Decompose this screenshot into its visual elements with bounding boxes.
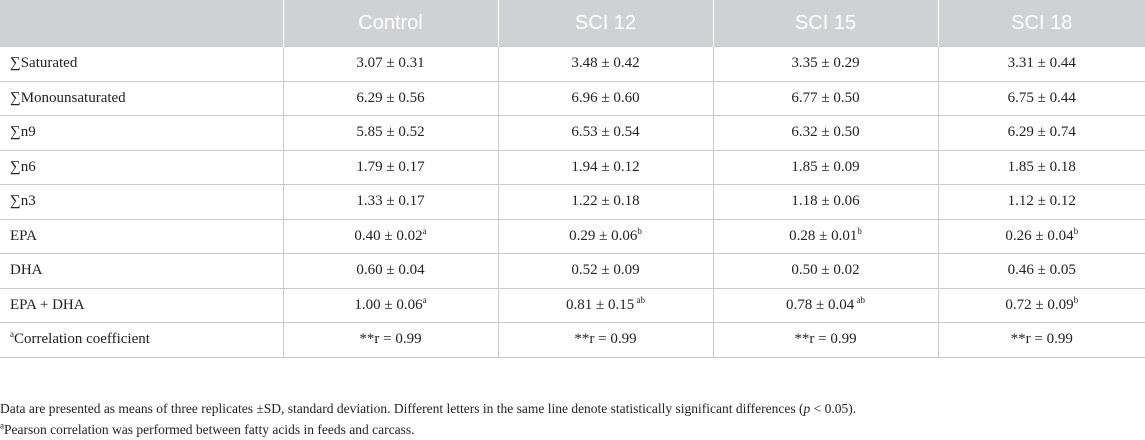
significance-letter: b — [637, 225, 642, 236]
value-cell: 3.31 ± 0.44 — [937, 46, 1145, 81]
footnote-pearson: aPearson correlation was performed betwe… — [0, 420, 415, 437]
value-cell: 1.00 ± 0.06a — [282, 287, 498, 323]
value-cell: 0.52 ± 0.09 — [497, 253, 713, 288]
row-label: ∑n6 — [0, 149, 283, 185]
row-label: ∑Saturated — [0, 46, 283, 81]
row-label: EPA — [0, 218, 283, 254]
header-cell — [0, 0, 283, 47]
significance-letter: b — [1073, 225, 1079, 236]
header-cell: SCI 12 — [497, 0, 713, 47]
row-label: ∑Monounsaturated — [0, 80, 283, 116]
value-cell: 0.78 ± 0.04 ab — [712, 287, 938, 323]
footnote-stats: Data are presented as means of three rep… — [0, 401, 857, 416]
p-value-symbol: p — [803, 401, 811, 416]
row-label: aCorrelation coefficient — [0, 322, 283, 358]
value-cell: 6.53 ± 0.54 — [497, 115, 713, 150]
table-body: ∑Saturated 3.07 ± 0.31 3.48 ± 0.42 3.35 ± 0… — [0, 46, 1145, 358]
header-cell: SCI 18 — [937, 0, 1145, 47]
value-cell: 0.40 ± 0.02a — [282, 218, 498, 254]
table-footnotes: Data are presented as means of three rep… — [0, 398, 1145, 440]
value-cell: **r = 0.99 — [937, 322, 1145, 358]
value-cell: **r = 0.99 — [282, 322, 498, 358]
table-row: ∑Saturated 3.07 ± 0.31 3.48 ± 0.42 3.35 ± 0… — [0, 46, 1145, 81]
header-cell: Control — [282, 0, 498, 47]
value-cell: 6.32 ± 0.50 — [712, 115, 938, 150]
value-cell: 1.33 ± 0.17 — [282, 184, 498, 219]
value-cell: 0.72 ± 0.09b — [937, 287, 1145, 323]
value-cell: 0.26 ± 0.04b — [937, 218, 1145, 254]
table-row: aCorrelation coefficient **r = 0.99 **r = … — [0, 322, 1145, 358]
table-row: ∑n3 1.33 ± 0.17 1.22 ± 0.18 1.18 ± 0.06 1.12… — [0, 184, 1145, 219]
value-cell: 1.85 ± 0.18 — [937, 149, 1145, 185]
value-cell: 3.07 ± 0.31 — [282, 46, 498, 81]
significance-letter: b — [1073, 294, 1079, 305]
significance-letter: a — [422, 225, 427, 236]
table-row: EPA + DHA 1.00 ± 0.06a 0.81 ± 0.15 ab 0.78 … — [0, 287, 1145, 323]
value-cell: 1.12 ± 0.12 — [937, 184, 1145, 219]
significance-letter: ab — [634, 294, 645, 305]
value-cell: 1.18 ± 0.06 — [712, 184, 938, 219]
table-header-row: Control SCI 12 SCI 15 SCI 18 — [0, 0, 1145, 47]
value-cell: 6.29 ± 0.56 — [282, 80, 498, 116]
significance-letter: b — [857, 225, 862, 236]
value-cell: 5.85 ± 0.52 — [282, 115, 498, 150]
header-cell: SCI 15 — [712, 0, 938, 47]
table-row: DHA 0.60 ± 0.04 0.52 ± 0.09 0.50 ± 0.02 0.46… — [0, 253, 1145, 288]
value-cell: 0.60 ± 0.04 — [282, 253, 498, 288]
value-cell: 3.48 ± 0.42 — [497, 46, 713, 81]
row-label: ∑n3 — [0, 184, 283, 219]
table-row: ∑n9 5.85 ± 0.52 6.53 ± 0.54 6.32 ± 0.50 6.29… — [0, 115, 1145, 150]
value-cell: 6.75 ± 0.44 — [937, 80, 1145, 116]
value-cell: 6.77 ± 0.50 — [712, 80, 938, 116]
value-cell: 1.85 ± 0.09 — [712, 149, 938, 185]
row-label: DHA — [0, 253, 283, 288]
fatty-acid-table: Control SCI 12 SCI 15 SCI 18 ∑Saturated 3… — [0, 0, 1145, 358]
significance-letter: a — [422, 294, 427, 305]
value-cell: 0.50 ± 0.02 — [712, 253, 938, 288]
value-cell: **r = 0.99 — [712, 322, 938, 358]
value-cell: 0.46 ± 0.05 — [937, 253, 1145, 288]
table-row: ∑Monounsaturated 6.29 ± 0.56 6.96 ± 0.60 6.… — [0, 80, 1145, 116]
value-cell: 3.35 ± 0.29 — [712, 46, 938, 81]
value-cell: 0.29 ± 0.06b — [497, 218, 713, 254]
significance-letter: ab — [854, 294, 865, 305]
footnote-marker: a — [10, 329, 14, 340]
row-label: EPA + DHA — [0, 287, 283, 323]
value-cell: 6.96 ± 0.60 — [497, 80, 713, 116]
footnote-marker: a — [0, 420, 4, 431]
value-cell: 1.79 ± 0.17 — [282, 149, 498, 185]
table-row: EPA 0.40 ± 0.02a 0.29 ± 0.06b 0.28 ± 0.01b 0… — [0, 218, 1145, 254]
value-cell: 1.94 ± 0.12 — [497, 149, 713, 185]
value-cell: 0.81 ± 0.15 ab — [497, 287, 713, 323]
value-cell: 1.22 ± 0.18 — [497, 184, 713, 219]
value-cell: **r = 0.99 — [497, 322, 713, 358]
results-table-container: Control SCI 12 SCI 15 SCI 18 ∑Saturated 3… — [0, 0, 1145, 358]
value-cell: 6.29 ± 0.74 — [937, 115, 1145, 150]
value-cell: 0.28 ± 0.01b — [712, 218, 938, 254]
table-row: ∑n6 1.79 ± 0.17 1.94 ± 0.12 1.85 ± 0.09 1.85… — [0, 149, 1145, 185]
row-label: ∑n9 — [0, 115, 283, 150]
